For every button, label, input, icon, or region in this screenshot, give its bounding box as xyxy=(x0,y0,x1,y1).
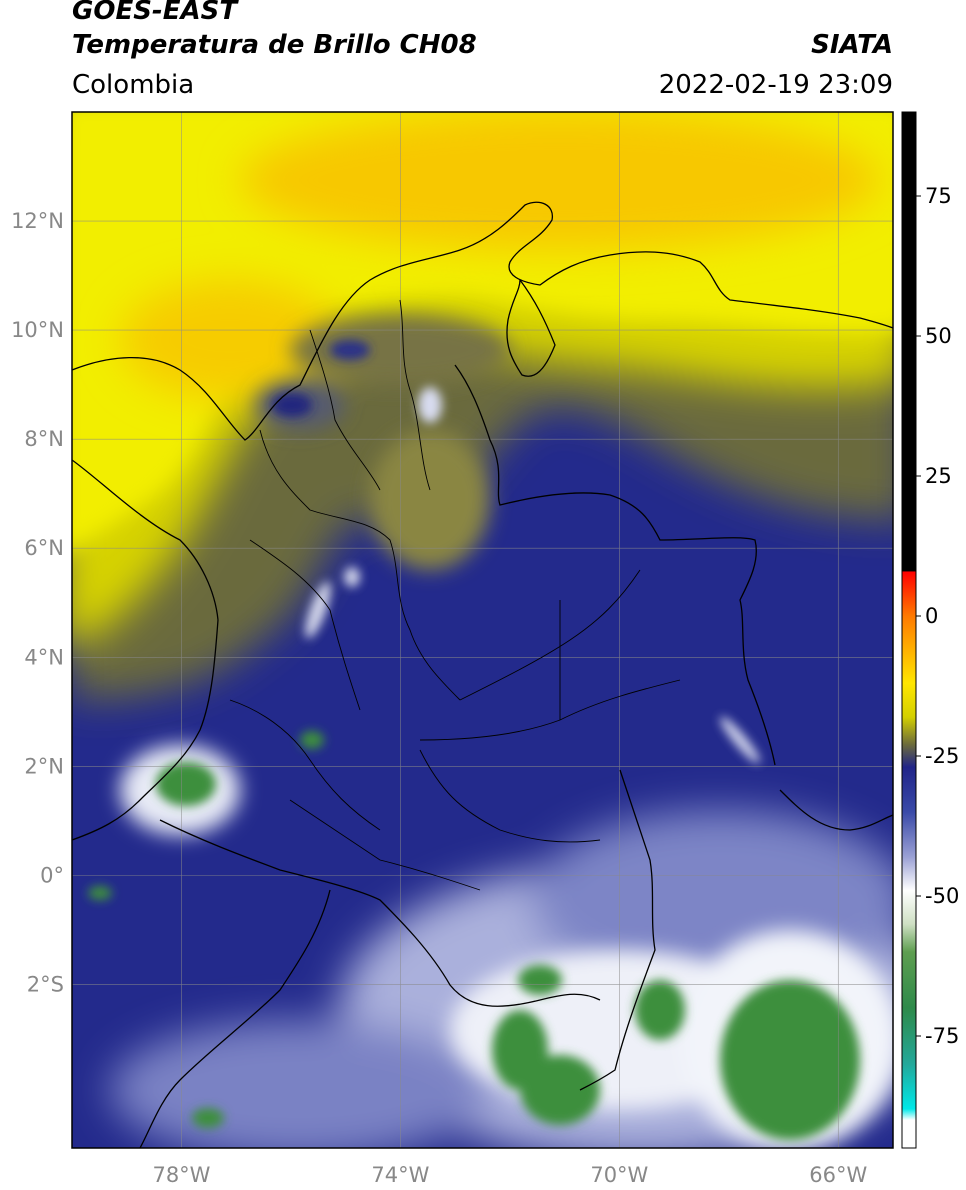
maracaibo-lake-coast xyxy=(506,279,556,377)
colorbar-tick-label: -25 xyxy=(925,744,959,768)
colorbar-tick-label: 50 xyxy=(925,324,952,348)
political-borders xyxy=(72,201,893,1148)
colorbar-tick-label: 25 xyxy=(925,464,952,488)
colombia-panama-border xyxy=(72,459,219,621)
lat-tick-label: 2°N xyxy=(24,754,64,778)
map-frame xyxy=(71,111,894,1149)
department-borders xyxy=(229,299,681,891)
colorbar-tick-label: -75 xyxy=(925,1024,959,1048)
lat-tick-label: 4°N xyxy=(24,645,64,669)
colombia-ecuador-border xyxy=(159,819,601,1007)
caribbean-coastline xyxy=(72,201,893,441)
colorbar: 75 50 25 0 -25 -50 -75 xyxy=(901,111,959,1149)
lon-tick-label: 78°W xyxy=(152,1163,210,1187)
lon-tick-label: 70°W xyxy=(590,1163,648,1187)
lat-tick-label: 2°S xyxy=(27,972,64,996)
lat-tick-label: 10°N xyxy=(11,318,64,342)
lat-tick-label: 12°N xyxy=(11,209,64,233)
lat-tick-label: 8°N xyxy=(24,427,64,451)
colombia-venezuela-border xyxy=(454,364,776,766)
lat-tick-label: 6°N xyxy=(24,536,64,560)
brightness-temperature-field xyxy=(72,112,893,1148)
satellite-title: GOES-EAST xyxy=(72,0,238,26)
datetime-label: 2022-02-19 23:09 xyxy=(658,70,893,100)
pacific-coastline xyxy=(72,619,219,841)
colorbar-tick-label: 75 xyxy=(925,184,952,208)
product-title: Temperatura de Brillo CH08 xyxy=(72,30,477,60)
peru-border xyxy=(139,889,331,1148)
source-label: SIATA xyxy=(811,30,893,60)
lon-tick-label: 66°W xyxy=(809,1163,867,1187)
map-grid xyxy=(72,112,893,1148)
brazil-venezuela-border xyxy=(779,789,893,831)
lat-tick-label: 0° xyxy=(40,863,64,887)
colorbar-tick-label: -50 xyxy=(925,884,959,908)
colorbar-tick-label: 0 xyxy=(925,604,938,628)
colombia-brazil-border xyxy=(579,769,656,1091)
lon-tick-label: 74°W xyxy=(371,1163,429,1187)
region-label: Colombia xyxy=(72,70,195,100)
